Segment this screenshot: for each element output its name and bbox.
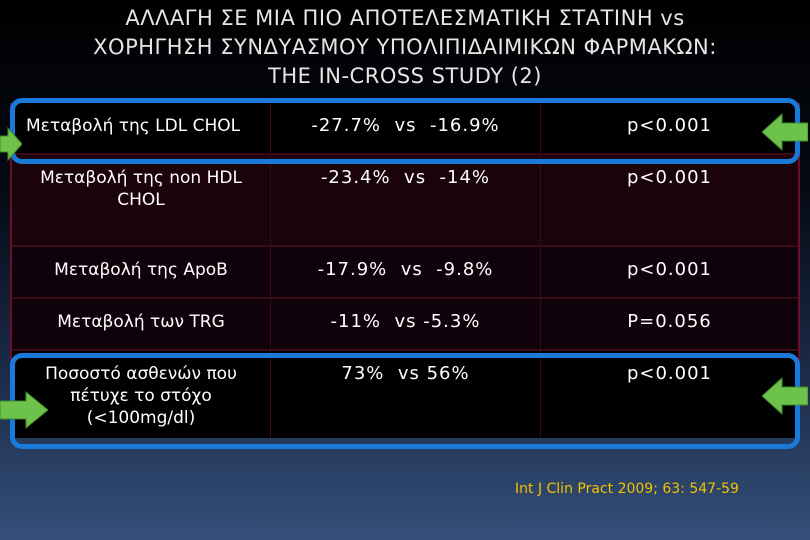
title-line-1: ΑΛΛΑΓΗ ΣΕ ΜΙΑ ΠΙΟ ΑΠΟΤΕΛΕΣΜΑΤΙΚΗ ΣΤΑΤΙΝΗ…	[125, 6, 685, 30]
arrow-right-icon	[0, 126, 22, 162]
row-pvalue: p<0.001	[540, 155, 798, 245]
table-row: Μεταβολή της non HDL CHOL -23.4% vs -14%…	[12, 155, 798, 247]
table-row: Μεταβολή των TRG -11% vs -5.3% P=0.056	[12, 299, 798, 351]
table-row: Ποσοστό ασθενών που πέτυχε το στόχο (<10…	[12, 351, 798, 438]
table-row: Μεταβολή της ApoB -17.9% vs -9.8% p<0.00…	[12, 247, 798, 299]
title-line-2: ΧΟΡΗΓΗΣΗ ΣΥΝΔΥΑΣΜΟΥ ΥΠΟΛΙΠΙΔΑΙΜΙΚΩΝ ΦΑΡΜ…	[93, 35, 717, 59]
highlight-box-top	[10, 98, 800, 164]
row-pvalue: p<0.001	[540, 247, 798, 297]
highlight-box-bottom	[10, 353, 800, 449]
title-line-3: THE IN-CROSS STUDY (2)	[268, 64, 542, 88]
row-pvalue: p<0.001	[540, 103, 798, 153]
row-pvalue: p<0.001	[540, 351, 798, 438]
row-label: Ποσοστό ασθενών που πέτυχε το στόχο (<10…	[45, 364, 237, 428]
table-row: Μεταβολή της LDL CHOL -27.7% vs -16.9% p…	[12, 103, 798, 155]
row-comparison: -27.7% vs -16.9%	[270, 103, 540, 153]
arrow-left-icon	[762, 112, 808, 152]
row-label: Μεταβολή των TRG	[57, 312, 225, 332]
row-pvalue: P=0.056	[540, 299, 798, 349]
results-table: Μεταβολή της LDL CHOL -27.7% vs -16.9% p…	[10, 103, 800, 438]
row-comparison: -17.9% vs -9.8%	[270, 247, 540, 297]
slide-title: ΑΛΛΑΓΗ ΣΕ ΜΙΑ ΠΙΟ ΑΠΟΤΕΛΕΣΜΑΤΙΚΗ ΣΤΑΤΙΝΗ…	[0, 4, 810, 91]
arrow-right-icon	[0, 390, 48, 430]
row-label: Μεταβολή της ApoB	[54, 260, 228, 280]
row-comparison: 73% vs 56%	[270, 351, 540, 438]
arrow-left-icon	[762, 376, 808, 416]
row-comparison: -11% vs -5.3%	[270, 299, 540, 349]
row-comparison: -23.4% vs -14%	[270, 155, 540, 245]
row-label: Μεταβολή της LDL CHOL	[26, 116, 241, 136]
row-label: Μεταβολή της non HDL CHOL	[40, 168, 242, 210]
citation: Int J Clin Pract 2009; 63: 547-59	[515, 481, 739, 497]
